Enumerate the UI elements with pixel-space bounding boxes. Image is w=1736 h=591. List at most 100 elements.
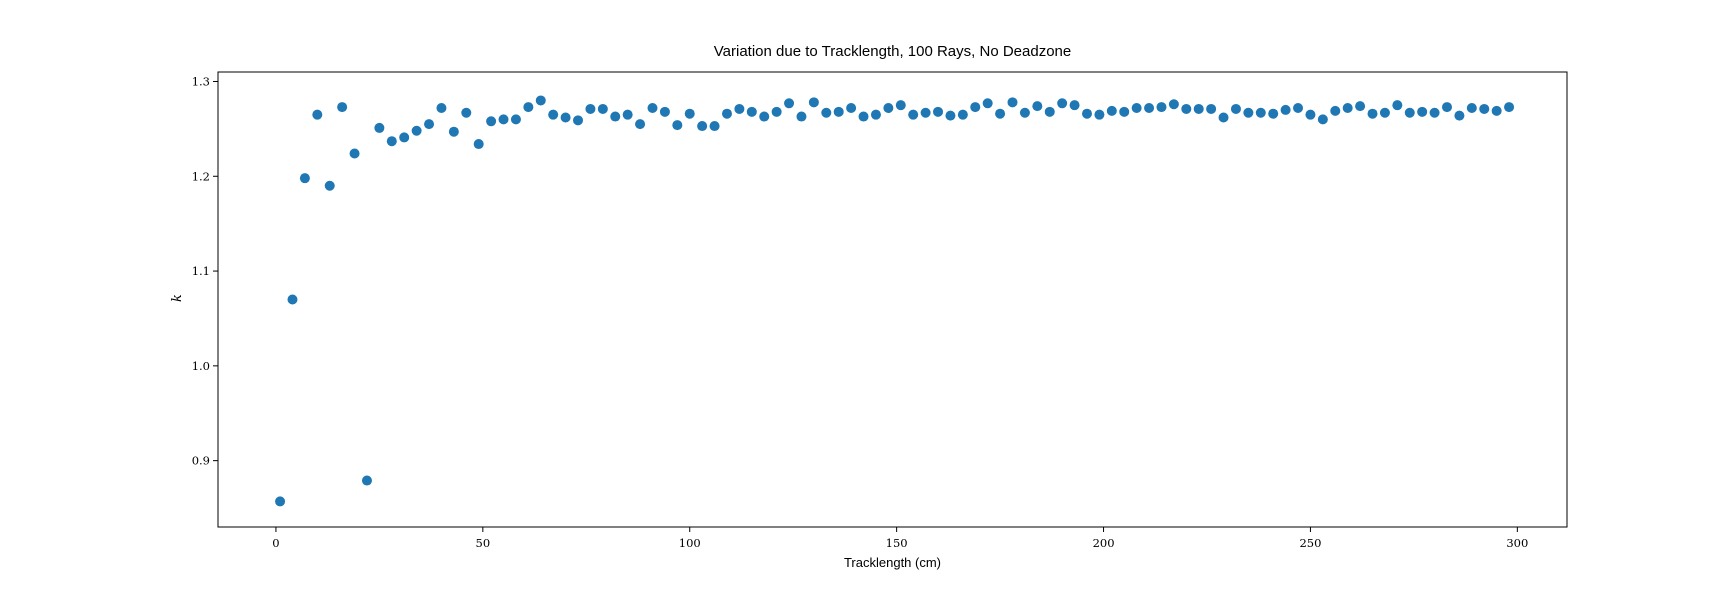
data-point [870, 109, 881, 120]
x-tick-label: 300 [1506, 536, 1528, 550]
data-point [461, 107, 472, 118]
data-point [957, 109, 968, 120]
data-point [746, 106, 757, 117]
data-point [448, 126, 459, 137]
data-point [970, 102, 981, 113]
data-point [386, 136, 397, 147]
data-point [1404, 107, 1415, 118]
x-tick-label: 200 [1093, 536, 1115, 550]
plot-area [217, 71, 1568, 528]
x-tick-label: 50 [476, 536, 491, 550]
data-point [299, 173, 310, 184]
data-point [1032, 101, 1043, 112]
data-point [573, 115, 584, 126]
data-point [424, 119, 435, 130]
data-point [324, 180, 335, 191]
scatter-series [275, 95, 1515, 507]
data-point [1479, 103, 1490, 114]
y-tick-label: 1.0 [192, 359, 210, 373]
data-point [796, 111, 807, 122]
data-point [374, 122, 385, 133]
data-point [597, 103, 608, 114]
data-point [510, 114, 521, 125]
data-point [1131, 103, 1142, 114]
data-point [610, 111, 621, 122]
data-point [1144, 103, 1155, 114]
data-point [995, 108, 1006, 119]
data-point [858, 111, 869, 122]
data-point [1367, 108, 1378, 119]
data-point [697, 121, 708, 132]
data-point [982, 98, 993, 109]
data-point [1355, 101, 1366, 112]
data-point [1069, 100, 1080, 111]
data-point [1168, 99, 1179, 110]
data-point [498, 114, 509, 125]
y-tick-label: 1.2 [192, 169, 210, 183]
data-point [1243, 107, 1254, 118]
data-point [275, 496, 286, 507]
data-point [721, 108, 732, 119]
data-point [771, 106, 782, 117]
data-point [1454, 110, 1465, 121]
data-point [1429, 107, 1440, 118]
data-point [523, 102, 534, 113]
data-point [846, 103, 857, 114]
data-point [1057, 98, 1068, 109]
data-point [945, 110, 956, 121]
x-axis-label: Tracklength (cm) [844, 555, 941, 570]
data-point [1379, 107, 1390, 118]
data-point [622, 109, 633, 120]
y-tick-label: 1.3 [192, 74, 210, 88]
data-point [759, 111, 770, 122]
x-tick-label: 250 [1299, 536, 1321, 550]
data-point [659, 106, 670, 117]
data-point [1206, 103, 1217, 114]
data-point [1280, 104, 1291, 115]
chart-title: Variation due to Tracklength, 100 Rays, … [714, 43, 1071, 60]
data-point [287, 294, 298, 305]
x-tick-label: 150 [886, 536, 908, 550]
data-point [833, 106, 844, 117]
data-point [1094, 109, 1105, 120]
y-axis-ticks: 0.9 1.0 1.1 1.2 1.3 [192, 74, 218, 468]
data-point [1491, 105, 1502, 116]
data-point [1293, 103, 1304, 114]
data-point [1417, 106, 1428, 117]
data-point [672, 120, 683, 131]
data-point [1007, 97, 1018, 108]
y-axis-label: k [170, 294, 185, 302]
data-point [349, 148, 360, 159]
x-tick-label: 0 [272, 536, 279, 550]
data-point [486, 116, 497, 127]
data-point [361, 475, 372, 486]
data-point [1317, 114, 1328, 125]
data-point [883, 103, 894, 114]
data-point [585, 103, 596, 114]
data-point [1193, 103, 1204, 114]
y-tick-label: 0.9 [192, 454, 210, 468]
data-point [1466, 103, 1477, 114]
data-point [647, 103, 658, 114]
data-point [784, 98, 795, 109]
data-point [1044, 106, 1055, 117]
x-tick-label: 100 [679, 536, 701, 550]
data-point [808, 97, 819, 108]
data-point [684, 108, 695, 119]
data-point [1081, 108, 1092, 119]
plot-frame [217, 71, 1568, 528]
data-point [821, 107, 832, 118]
data-point [1106, 105, 1117, 116]
x-axis-ticks: 0 50 100 150 200 250 300 [272, 527, 1528, 550]
data-point [734, 103, 745, 114]
data-point [933, 106, 944, 117]
data-point [709, 121, 720, 132]
data-point [1441, 102, 1452, 113]
data-point [1019, 107, 1030, 118]
data-point [895, 100, 906, 111]
data-point [548, 109, 559, 120]
data-point [1392, 100, 1403, 111]
data-point [1181, 103, 1192, 114]
data-point [920, 107, 931, 118]
